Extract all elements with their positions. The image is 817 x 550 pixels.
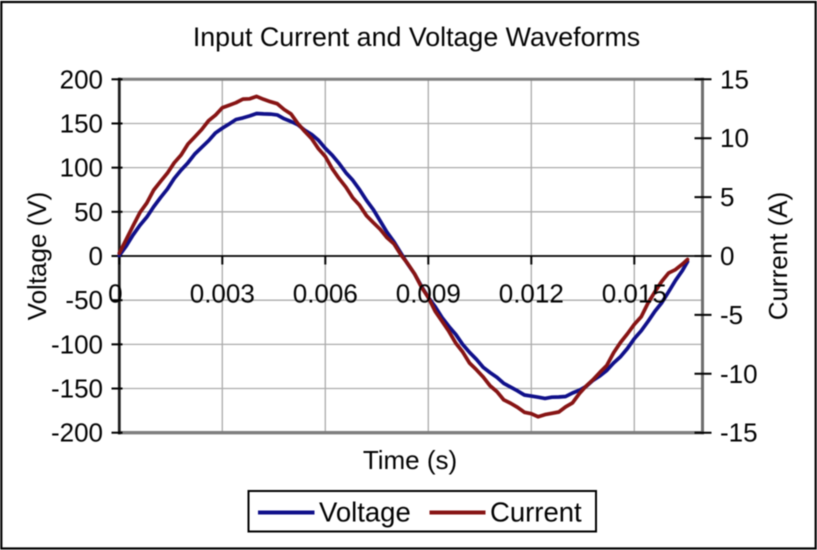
svg-text:15: 15 xyxy=(720,64,749,94)
svg-text:0.006: 0.006 xyxy=(293,279,358,309)
svg-text:-50: -50 xyxy=(65,285,103,315)
svg-text:0.015: 0.015 xyxy=(602,279,667,309)
svg-text:-15: -15 xyxy=(720,418,758,448)
svg-text:100: 100 xyxy=(60,153,103,183)
svg-text:Time (s): Time (s) xyxy=(363,445,457,475)
svg-text:0: 0 xyxy=(720,241,734,271)
svg-text:Current: Current xyxy=(490,497,582,528)
svg-text:0: 0 xyxy=(89,241,103,271)
svg-text:Input Current and Voltage Wave: Input Current and Voltage Waveforms xyxy=(193,22,640,52)
svg-text:0.012: 0.012 xyxy=(499,279,564,309)
svg-text:0.003: 0.003 xyxy=(190,279,255,309)
svg-text:-100: -100 xyxy=(51,329,103,359)
svg-text:Voltage: Voltage xyxy=(319,497,411,528)
svg-text:0: 0 xyxy=(108,279,122,309)
svg-text:200: 200 xyxy=(60,64,103,94)
svg-text:10: 10 xyxy=(720,123,749,153)
svg-text:Current (A): Current (A) xyxy=(763,192,793,321)
svg-text:0.009: 0.009 xyxy=(396,279,461,309)
svg-text:-150: -150 xyxy=(51,374,103,404)
svg-text:5: 5 xyxy=(720,182,734,212)
svg-text:50: 50 xyxy=(74,197,103,227)
svg-text:-10: -10 xyxy=(720,359,758,389)
svg-text:-5: -5 xyxy=(720,300,743,330)
svg-text:Voltage (V): Voltage (V) xyxy=(22,192,52,321)
svg-text:-200: -200 xyxy=(51,418,103,448)
svg-text:150: 150 xyxy=(60,108,103,138)
